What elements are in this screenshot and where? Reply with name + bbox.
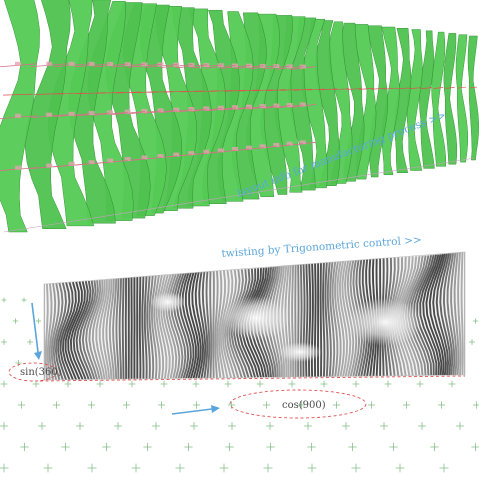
direction-arrows [31, 302, 220, 415]
panel-outline [43, 251, 466, 381]
ribbon-annotations [0, 61, 478, 233]
control-guides [8, 362, 466, 419]
twisted-fin-panel [44, 252, 465, 380]
cos-label: cos(900) [282, 400, 326, 411]
sin-label: sin(360) [20, 367, 62, 378]
ground-grid [0, 297, 479, 473]
